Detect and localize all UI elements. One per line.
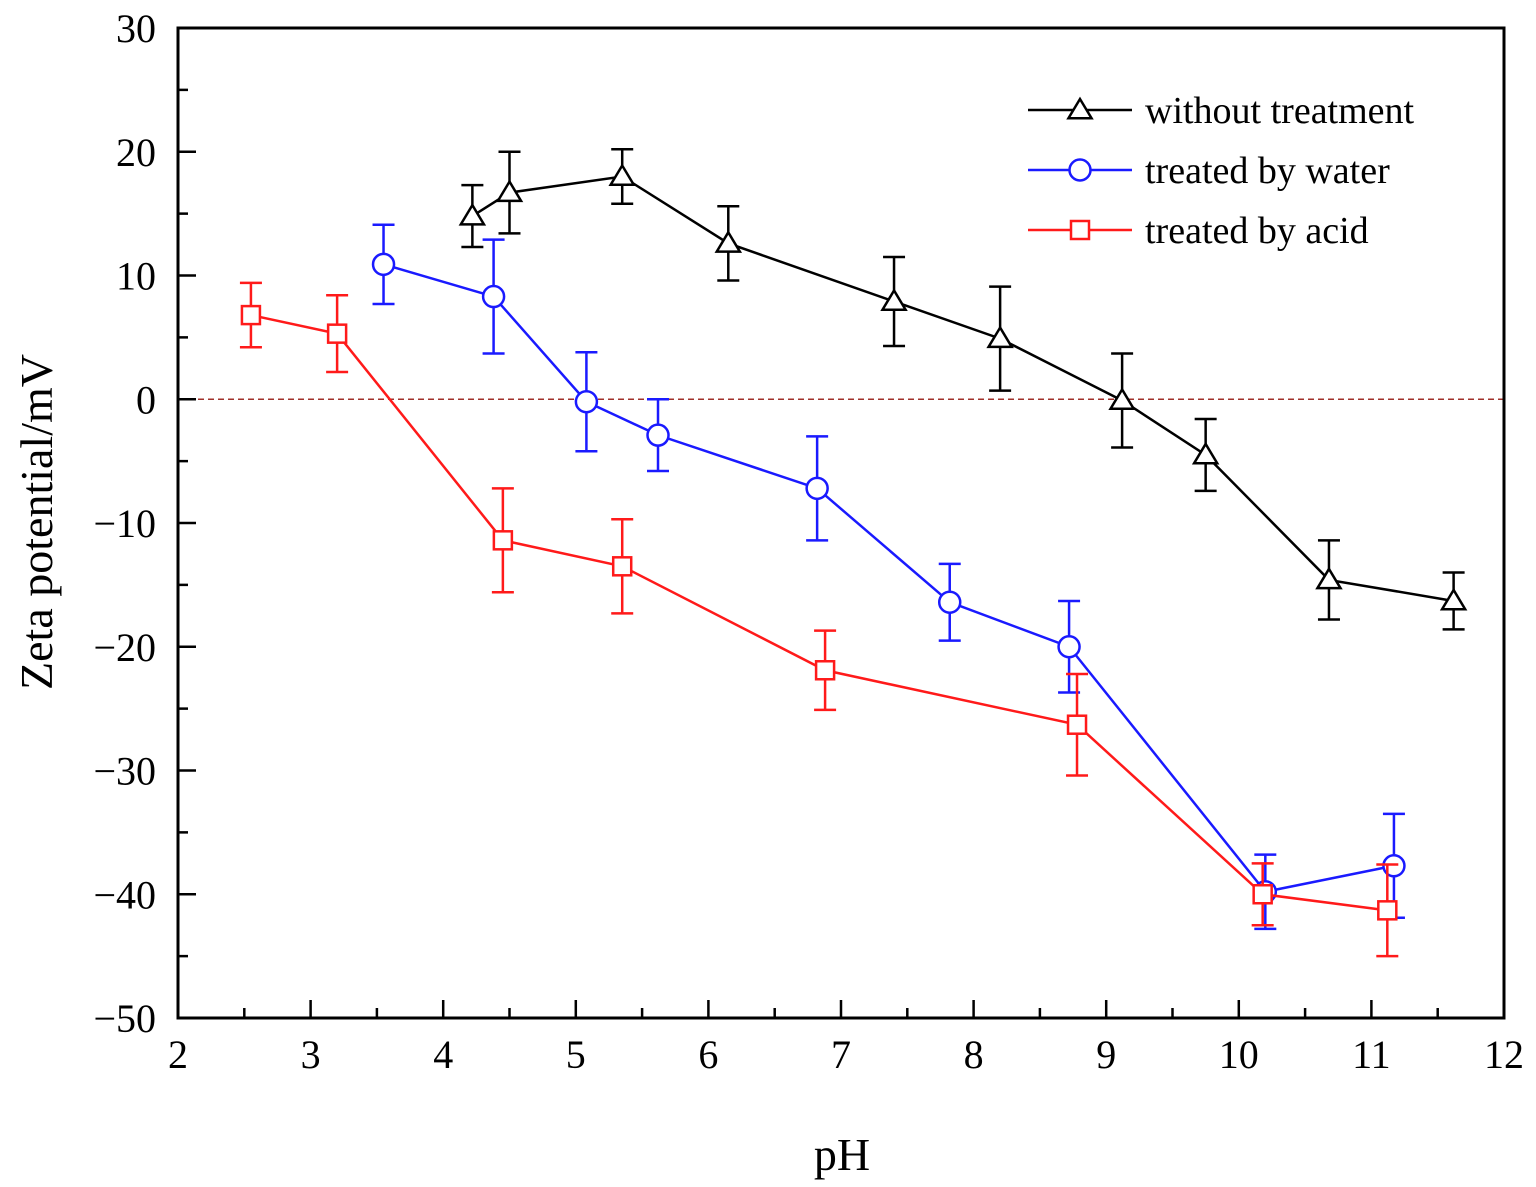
y-tick-label: −40 — [93, 872, 156, 917]
data-point — [1108, 387, 1136, 410]
data-point — [937, 590, 962, 614]
data-point — [714, 229, 743, 253]
y-tick-label: −50 — [93, 996, 156, 1041]
legend-label: without treatment — [1145, 90, 1415, 132]
x-tick-label: 12 — [1484, 1032, 1524, 1077]
data-point — [646, 423, 670, 447]
data-point — [880, 288, 908, 311]
data-point — [1057, 635, 1081, 659]
x-tick-label: 4 — [433, 1032, 453, 1077]
data-point — [1377, 900, 1398, 921]
data-point — [1252, 884, 1273, 905]
legend-item: treated by acid — [1028, 210, 1369, 252]
data-point — [574, 389, 599, 414]
data-point — [1066, 714, 1088, 735]
legend-item: treated by water — [1028, 150, 1390, 192]
data-point — [371, 252, 396, 277]
y-axis-label: Zeta potential/mV — [11, 354, 62, 690]
series-square — [239, 281, 1399, 958]
x-tick-label: 9 — [1096, 1032, 1116, 1077]
data-point — [1191, 441, 1220, 465]
x-tick-label: 8 — [964, 1032, 984, 1077]
x-tick-label: 2 — [168, 1032, 188, 1077]
x-tick-label: 6 — [698, 1032, 718, 1077]
y-tick-label: −30 — [93, 749, 156, 794]
data-point — [458, 202, 487, 226]
y-tick-label: 20 — [116, 130, 156, 175]
x-tick-label: 11 — [1352, 1032, 1391, 1077]
legend-marker — [1066, 96, 1094, 120]
data-point — [495, 179, 524, 203]
legend-label: treated by water — [1145, 150, 1390, 192]
y-tick-label: −20 — [93, 625, 156, 670]
y-tick-label: −10 — [93, 501, 156, 546]
x-tick-label: 5 — [566, 1032, 586, 1077]
data-point — [608, 163, 636, 186]
data-point — [492, 530, 514, 551]
x-tick-label: 7 — [831, 1032, 851, 1077]
data-point — [326, 323, 348, 344]
axes-layer: 2 3 4 5 6 7 8 9 10 11 12 −50 −40 −30 −20 −10 0 10 20 30 — [93, 6, 1524, 1077]
data-point — [814, 660, 836, 681]
series-line — [471, 175, 1454, 603]
series-line — [383, 263, 1395, 894]
series-line — [250, 313, 1388, 912]
legend-marker — [1068, 158, 1092, 182]
legend: without treatment treated by water treated… — [1028, 90, 1415, 252]
data-point — [240, 304, 262, 326]
legend-label: treated by acid — [1145, 210, 1369, 252]
data-point — [481, 284, 506, 309]
y-tick-label: 10 — [116, 254, 156, 299]
series-triangle — [458, 148, 1468, 631]
data-point — [1439, 587, 1468, 611]
x-tick-label: 3 — [301, 1032, 321, 1077]
data-point — [1315, 566, 1343, 590]
data-point — [805, 476, 829, 501]
legend-item: without treatment — [1028, 90, 1415, 132]
x-tick-label: 10 — [1219, 1032, 1259, 1077]
legend-marker — [1069, 219, 1091, 241]
data-point — [611, 556, 633, 577]
y-tick-label: 0 — [136, 377, 156, 422]
data-point — [986, 325, 1014, 349]
series-circle — [371, 223, 1406, 931]
y-tick-label: 30 — [116, 6, 156, 51]
series-layer — [239, 148, 1468, 958]
x-axis-label: pH — [814, 1129, 870, 1180]
